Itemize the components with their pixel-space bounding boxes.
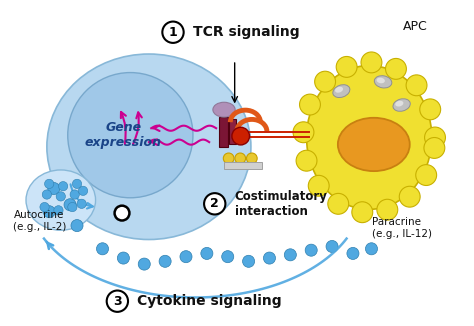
Ellipse shape xyxy=(406,75,427,96)
Ellipse shape xyxy=(377,199,398,220)
Text: Cytokine signaling: Cytokine signaling xyxy=(137,294,282,308)
Circle shape xyxy=(54,206,63,215)
Ellipse shape xyxy=(300,94,320,115)
Ellipse shape xyxy=(374,76,392,88)
Text: Paracrine
(e.g., IL-12): Paracrine (e.g., IL-12) xyxy=(373,217,432,239)
Ellipse shape xyxy=(420,99,441,120)
Circle shape xyxy=(48,183,60,195)
Circle shape xyxy=(68,202,77,212)
Ellipse shape xyxy=(47,54,251,240)
Ellipse shape xyxy=(395,101,403,107)
Ellipse shape xyxy=(235,153,246,164)
Circle shape xyxy=(138,258,150,270)
Circle shape xyxy=(162,22,183,43)
Ellipse shape xyxy=(336,56,357,77)
Ellipse shape xyxy=(68,73,193,198)
Text: Autocrine
(e.g., IL-2): Autocrine (e.g., IL-2) xyxy=(13,210,67,232)
Circle shape xyxy=(180,251,192,263)
Ellipse shape xyxy=(213,102,235,117)
Text: 1: 1 xyxy=(169,26,177,39)
Circle shape xyxy=(56,192,65,201)
Bar xyxy=(224,162,262,169)
Circle shape xyxy=(326,241,338,253)
Text: TCR signaling: TCR signaling xyxy=(193,25,300,39)
Circle shape xyxy=(64,199,76,211)
Circle shape xyxy=(232,127,249,145)
Bar xyxy=(219,117,228,147)
Circle shape xyxy=(347,247,359,259)
Circle shape xyxy=(201,247,213,259)
Circle shape xyxy=(43,206,55,218)
Circle shape xyxy=(73,179,82,188)
Circle shape xyxy=(107,290,128,312)
Circle shape xyxy=(264,252,275,264)
Ellipse shape xyxy=(385,58,406,79)
Circle shape xyxy=(58,182,68,191)
Ellipse shape xyxy=(338,118,410,171)
Circle shape xyxy=(42,190,52,199)
Circle shape xyxy=(284,249,296,261)
Ellipse shape xyxy=(307,66,432,209)
Ellipse shape xyxy=(315,71,336,92)
Circle shape xyxy=(305,244,317,256)
Circle shape xyxy=(70,190,79,199)
Ellipse shape xyxy=(328,193,349,214)
Circle shape xyxy=(40,202,49,212)
Ellipse shape xyxy=(26,170,96,230)
Ellipse shape xyxy=(393,99,410,111)
Bar xyxy=(228,119,236,144)
Circle shape xyxy=(159,255,171,267)
Ellipse shape xyxy=(293,122,314,143)
Ellipse shape xyxy=(424,138,445,158)
Ellipse shape xyxy=(416,165,437,185)
Circle shape xyxy=(78,186,88,196)
Ellipse shape xyxy=(296,150,317,171)
Text: Gene
expression: Gene expression xyxy=(85,121,162,149)
Circle shape xyxy=(243,255,255,267)
Ellipse shape xyxy=(333,85,350,97)
Circle shape xyxy=(97,243,109,255)
Circle shape xyxy=(71,220,83,232)
Text: APC: APC xyxy=(403,20,428,33)
Circle shape xyxy=(222,251,234,263)
Ellipse shape xyxy=(352,202,373,223)
Text: Costimulatory
interaction: Costimulatory interaction xyxy=(235,190,328,218)
Ellipse shape xyxy=(361,52,382,73)
Circle shape xyxy=(115,206,129,220)
Circle shape xyxy=(45,179,54,188)
Circle shape xyxy=(118,252,129,264)
Ellipse shape xyxy=(335,87,343,93)
Circle shape xyxy=(365,243,377,255)
Circle shape xyxy=(204,193,226,215)
Text: 3: 3 xyxy=(113,295,122,308)
Text: 2: 2 xyxy=(210,197,219,210)
Ellipse shape xyxy=(377,78,385,83)
Ellipse shape xyxy=(246,153,257,164)
Ellipse shape xyxy=(399,186,420,207)
Ellipse shape xyxy=(425,127,446,148)
Ellipse shape xyxy=(223,153,234,164)
Circle shape xyxy=(77,199,86,208)
Ellipse shape xyxy=(308,175,329,196)
